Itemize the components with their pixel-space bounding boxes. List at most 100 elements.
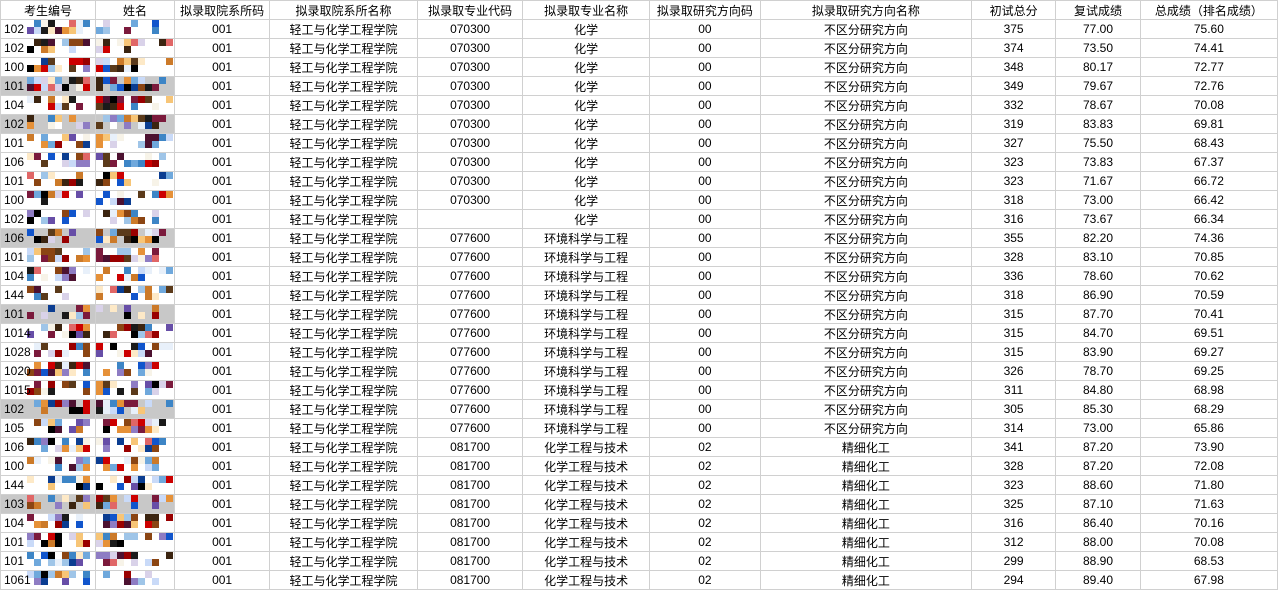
cell-major-name[interactable]: 环境科学与工程 xyxy=(523,343,650,362)
cell-major-code[interactable]: 081700 xyxy=(417,457,523,476)
cell-examinee-id[interactable]: 101 xyxy=(1,305,96,324)
cell-dept-name[interactable]: 轻工与化学工程学院 xyxy=(270,552,418,571)
cell-score-prelim[interactable]: 315 xyxy=(971,305,1055,324)
cell-examinee-id[interactable]: 101 xyxy=(1,248,96,267)
cell-dept-code[interactable]: 001 xyxy=(175,286,270,305)
cell-name[interactable] xyxy=(95,381,174,400)
cell-examinee-id[interactable]: 101 xyxy=(1,134,96,153)
cell-dir-code[interactable]: 02 xyxy=(650,457,761,476)
cell-major-name[interactable]: 化学工程与技术 xyxy=(523,457,650,476)
cell-examinee-id[interactable]: 144 xyxy=(1,286,96,305)
cell-dir-name[interactable]: 精细化工 xyxy=(760,438,971,457)
table-row[interactable]: 102001轻工与化学工程学院070300化学00不区分研究方向31983.83… xyxy=(1,115,1278,134)
col-header[interactable]: 拟录取专业名称 xyxy=(523,1,650,20)
cell-dept-name[interactable]: 轻工与化学工程学院 xyxy=(270,248,418,267)
cell-dir-name[interactable]: 不区分研究方向 xyxy=(760,400,971,419)
cell-major-name[interactable]: 环境科学与工程 xyxy=(523,286,650,305)
cell-score-total[interactable]: 68.43 xyxy=(1140,134,1277,153)
cell-name[interactable] xyxy=(95,571,174,590)
cell-dir-code[interactable]: 00 xyxy=(650,229,761,248)
cell-name[interactable] xyxy=(95,134,174,153)
cell-score-prelim[interactable]: 315 xyxy=(971,343,1055,362)
cell-examinee-id[interactable]: 101 xyxy=(1,77,96,96)
cell-score-total[interactable]: 66.34 xyxy=(1140,210,1277,229)
cell-name[interactable] xyxy=(95,115,174,134)
cell-score-retest[interactable]: 89.40 xyxy=(1056,571,1140,590)
cell-examinee-id[interactable]: 105 xyxy=(1,419,96,438)
cell-name[interactable] xyxy=(95,533,174,552)
cell-major-name[interactable]: 化学工程与技术 xyxy=(523,514,650,533)
cell-name[interactable] xyxy=(95,77,174,96)
cell-score-total[interactable]: 70.59 xyxy=(1140,286,1277,305)
cell-score-prelim[interactable]: 319 xyxy=(971,115,1055,134)
cell-dir-code[interactable]: 00 xyxy=(650,172,761,191)
cell-major-name[interactable]: 化学 xyxy=(523,20,650,39)
cell-dir-code[interactable]: 00 xyxy=(650,77,761,96)
cell-dept-code[interactable]: 001 xyxy=(175,533,270,552)
cell-dept-code[interactable]: 001 xyxy=(175,153,270,172)
cell-dept-code[interactable]: 001 xyxy=(175,552,270,571)
cell-score-retest[interactable]: 87.10 xyxy=(1056,495,1140,514)
cell-dept-code[interactable]: 001 xyxy=(175,229,270,248)
cell-dir-name[interactable]: 不区分研究方向 xyxy=(760,20,971,39)
cell-major-name[interactable]: 化学 xyxy=(523,115,650,134)
cell-dept-name[interactable]: 轻工与化学工程学院 xyxy=(270,115,418,134)
cell-dir-code[interactable]: 02 xyxy=(650,571,761,590)
cell-dir-code[interactable]: 02 xyxy=(650,514,761,533)
cell-dept-code[interactable]: 001 xyxy=(175,77,270,96)
cell-dir-name[interactable]: 精细化工 xyxy=(760,514,971,533)
cell-dept-code[interactable]: 001 xyxy=(175,419,270,438)
table-row[interactable]: 1020001轻工与化学工程学院077600环境科学与工程00不区分研究方向32… xyxy=(1,362,1278,381)
col-header[interactable]: 拟录取研究方向名称 xyxy=(760,1,971,20)
cell-score-total[interactable]: 71.63 xyxy=(1140,495,1277,514)
cell-dept-name[interactable]: 轻工与化学工程学院 xyxy=(270,514,418,533)
cell-major-name[interactable]: 环境科学与工程 xyxy=(523,381,650,400)
cell-dept-name[interactable]: 轻工与化学工程学院 xyxy=(270,39,418,58)
cell-score-total[interactable]: 69.81 xyxy=(1140,115,1277,134)
cell-examinee-id[interactable]: 104 xyxy=(1,514,96,533)
cell-major-code[interactable]: 077600 xyxy=(417,286,523,305)
cell-major-name[interactable]: 化学 xyxy=(523,153,650,172)
cell-major-code[interactable]: 077600 xyxy=(417,362,523,381)
cell-score-retest[interactable]: 85.30 xyxy=(1056,400,1140,419)
cell-major-code[interactable]: 077600 xyxy=(417,419,523,438)
cell-name[interactable] xyxy=(95,267,174,286)
cell-score-prelim[interactable]: 318 xyxy=(971,286,1055,305)
cell-score-retest[interactable]: 83.10 xyxy=(1056,248,1140,267)
table-row[interactable]: 1015001轻工与化学工程学院077600环境科学与工程00不区分研究方向31… xyxy=(1,381,1278,400)
cell-dir-name[interactable]: 不区分研究方向 xyxy=(760,134,971,153)
cell-dir-code[interactable]: 02 xyxy=(650,552,761,571)
cell-major-code[interactable]: 070300 xyxy=(417,20,523,39)
cell-major-name[interactable]: 化学 xyxy=(523,39,650,58)
cell-score-prelim[interactable]: 315 xyxy=(971,324,1055,343)
cell-name[interactable] xyxy=(95,229,174,248)
cell-examinee-id[interactable]: 1061 xyxy=(1,571,96,590)
cell-major-code[interactable]: 070300 xyxy=(417,58,523,77)
cell-dir-name[interactable]: 不区分研究方向 xyxy=(760,419,971,438)
cell-major-name[interactable]: 化学工程与技术 xyxy=(523,495,650,514)
cell-dept-name[interactable]: 轻工与化学工程学院 xyxy=(270,438,418,457)
cell-dir-name[interactable]: 不区分研究方向 xyxy=(760,248,971,267)
cell-score-prelim[interactable]: 323 xyxy=(971,172,1055,191)
cell-score-retest[interactable]: 87.20 xyxy=(1056,457,1140,476)
cell-examinee-id[interactable]: 103 xyxy=(1,495,96,514)
cell-dept-name[interactable]: 轻工与化学工程学院 xyxy=(270,134,418,153)
cell-dept-code[interactable]: 001 xyxy=(175,20,270,39)
table-row[interactable]: 104001轻工与化学工程学院077600环境科学与工程00不区分研究方向336… xyxy=(1,267,1278,286)
table-row[interactable]: 101001轻工与化学工程学院070300化学00不区分研究方向34979.67… xyxy=(1,77,1278,96)
cell-dir-code[interactable]: 00 xyxy=(650,286,761,305)
cell-score-retest[interactable]: 78.67 xyxy=(1056,96,1140,115)
cell-score-prelim[interactable]: 326 xyxy=(971,362,1055,381)
cell-dept-name[interactable]: 轻工与化学工程学院 xyxy=(270,457,418,476)
cell-major-name[interactable]: 化学工程与技术 xyxy=(523,533,650,552)
cell-dir-name[interactable]: 不区分研究方向 xyxy=(760,324,971,343)
cell-dir-code[interactable]: 00 xyxy=(650,134,761,153)
cell-dir-code[interactable]: 00 xyxy=(650,20,761,39)
table-row[interactable]: 1014001轻工与化学工程学院077600环境科学与工程00不区分研究方向31… xyxy=(1,324,1278,343)
cell-score-total[interactable]: 68.29 xyxy=(1140,400,1277,419)
cell-name[interactable] xyxy=(95,552,174,571)
cell-dir-name[interactable]: 不区分研究方向 xyxy=(760,362,971,381)
cell-dept-name[interactable]: 轻工与化学工程学院 xyxy=(270,381,418,400)
cell-major-name[interactable]: 化学 xyxy=(523,172,650,191)
cell-dept-name[interactable]: 轻工与化学工程学院 xyxy=(270,20,418,39)
